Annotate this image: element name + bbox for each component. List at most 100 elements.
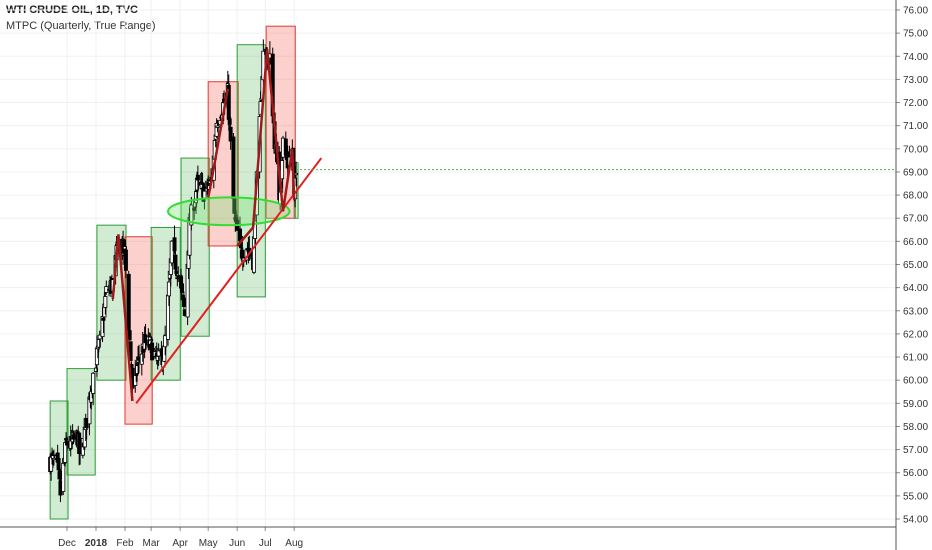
candle-body: [232, 198, 237, 214]
x-tick-label: Apr: [172, 538, 188, 549]
y-tick-label: 76.00: [903, 6, 928, 17]
y-tick-label: 61.00: [903, 353, 928, 364]
y-tick-label: 59.00: [903, 399, 928, 410]
candle-body: [180, 295, 185, 298]
y-tick-label: 54.00: [903, 515, 928, 526]
candle-body: [174, 270, 179, 274]
y-tick-label: 56.00: [903, 468, 928, 479]
candle: [231, 133, 236, 200]
y-tick-label: 57.00: [903, 445, 928, 456]
candle: [195, 165, 200, 193]
x-tick-label: Aug: [285, 538, 303, 549]
candle: [176, 266, 181, 283]
candle: [139, 349, 144, 376]
x-tick-label: Dec: [58, 538, 76, 549]
candle: [123, 247, 128, 279]
candle: [214, 118, 219, 138]
candle-body: [214, 122, 219, 137]
candle-body: [61, 462, 66, 492]
candle: [65, 436, 70, 451]
candle: [232, 190, 237, 223]
y-tick-label: 65.00: [903, 260, 928, 271]
candle-body: [194, 191, 199, 204]
candle-body: [180, 283, 185, 293]
candle-body: [123, 249, 128, 271]
candle-body: [122, 246, 127, 250]
y-tick-label: 62.00: [903, 329, 928, 340]
grid: [0, 0, 896, 527]
candle-body: [96, 339, 101, 348]
candle-body: [195, 174, 200, 181]
candle: [51, 449, 56, 466]
candle: [181, 291, 186, 312]
candle-body: [127, 330, 132, 341]
candle-body: [57, 471, 62, 480]
y-tick-label: 60.00: [903, 376, 928, 387]
candle-body: [181, 297, 186, 307]
candle-body: [91, 372, 96, 394]
candle-body: [51, 457, 56, 461]
candles: [48, 39, 299, 503]
overlay-lines: [111, 49, 896, 404]
x-tick-label: Jul: [259, 538, 272, 549]
candle-body: [64, 438, 69, 441]
candle: [91, 371, 96, 406]
candle-body: [56, 458, 61, 471]
candle: [156, 343, 161, 366]
candle: [61, 462, 66, 496]
trend-line: [135, 157, 323, 404]
candle-body: [294, 172, 299, 176]
candle: [169, 240, 174, 267]
candle: [189, 196, 194, 231]
candle-body: [71, 434, 76, 440]
candle-body: [228, 126, 233, 142]
candle: [56, 453, 61, 475]
candle-body: [189, 204, 194, 226]
candle-body: [103, 296, 108, 308]
candle-body: [156, 350, 161, 357]
y-tick-label: 72.00: [903, 98, 928, 109]
candle-body: [63, 442, 68, 463]
zigzag-line: [206, 88, 230, 198]
candle-body: [139, 353, 144, 365]
zigzag-line: [111, 234, 134, 402]
y-tick-label: 67.00: [903, 214, 928, 225]
candle-body: [200, 182, 205, 185]
candle-body: [175, 277, 180, 280]
candle: [71, 430, 76, 445]
y-tick-label: 70.00: [903, 144, 928, 155]
candle-body: [153, 347, 158, 351]
candle-body: [169, 240, 174, 264]
candle: [194, 188, 199, 214]
candle: [172, 225, 177, 255]
x-tick-label: Mar: [143, 538, 161, 549]
y-tick-label: 64.00: [903, 283, 928, 294]
candle-body: [172, 237, 177, 252]
y-tick-label: 68.00: [903, 191, 928, 202]
candle-body: [215, 125, 220, 128]
candle-body: [101, 317, 106, 321]
candle-body: [77, 432, 82, 454]
y-tick-label: 58.00: [903, 422, 928, 433]
candle: [228, 116, 233, 150]
y-tick-label: 69.00: [903, 167, 928, 178]
candle: [175, 276, 180, 287]
candle-body: [173, 254, 178, 270]
candle: [64, 432, 69, 442]
candle-body: [163, 335, 168, 348]
candle: [153, 346, 158, 352]
candle-body: [155, 356, 160, 361]
y-tick-label: 71.00: [903, 121, 928, 132]
y-tick-label: 74.00: [903, 52, 928, 63]
candle: [103, 290, 108, 315]
candle-body: [231, 136, 236, 200]
zigzag-line: [236, 49, 296, 247]
y-tick-label: 55.00: [903, 491, 928, 502]
y-tick-label: 73.00: [903, 75, 928, 86]
x-tick-label: Feb: [116, 538, 134, 549]
candle: [77, 431, 82, 466]
chart-subtitle: MTPC (Quarterly, True Range): [6, 20, 156, 32]
